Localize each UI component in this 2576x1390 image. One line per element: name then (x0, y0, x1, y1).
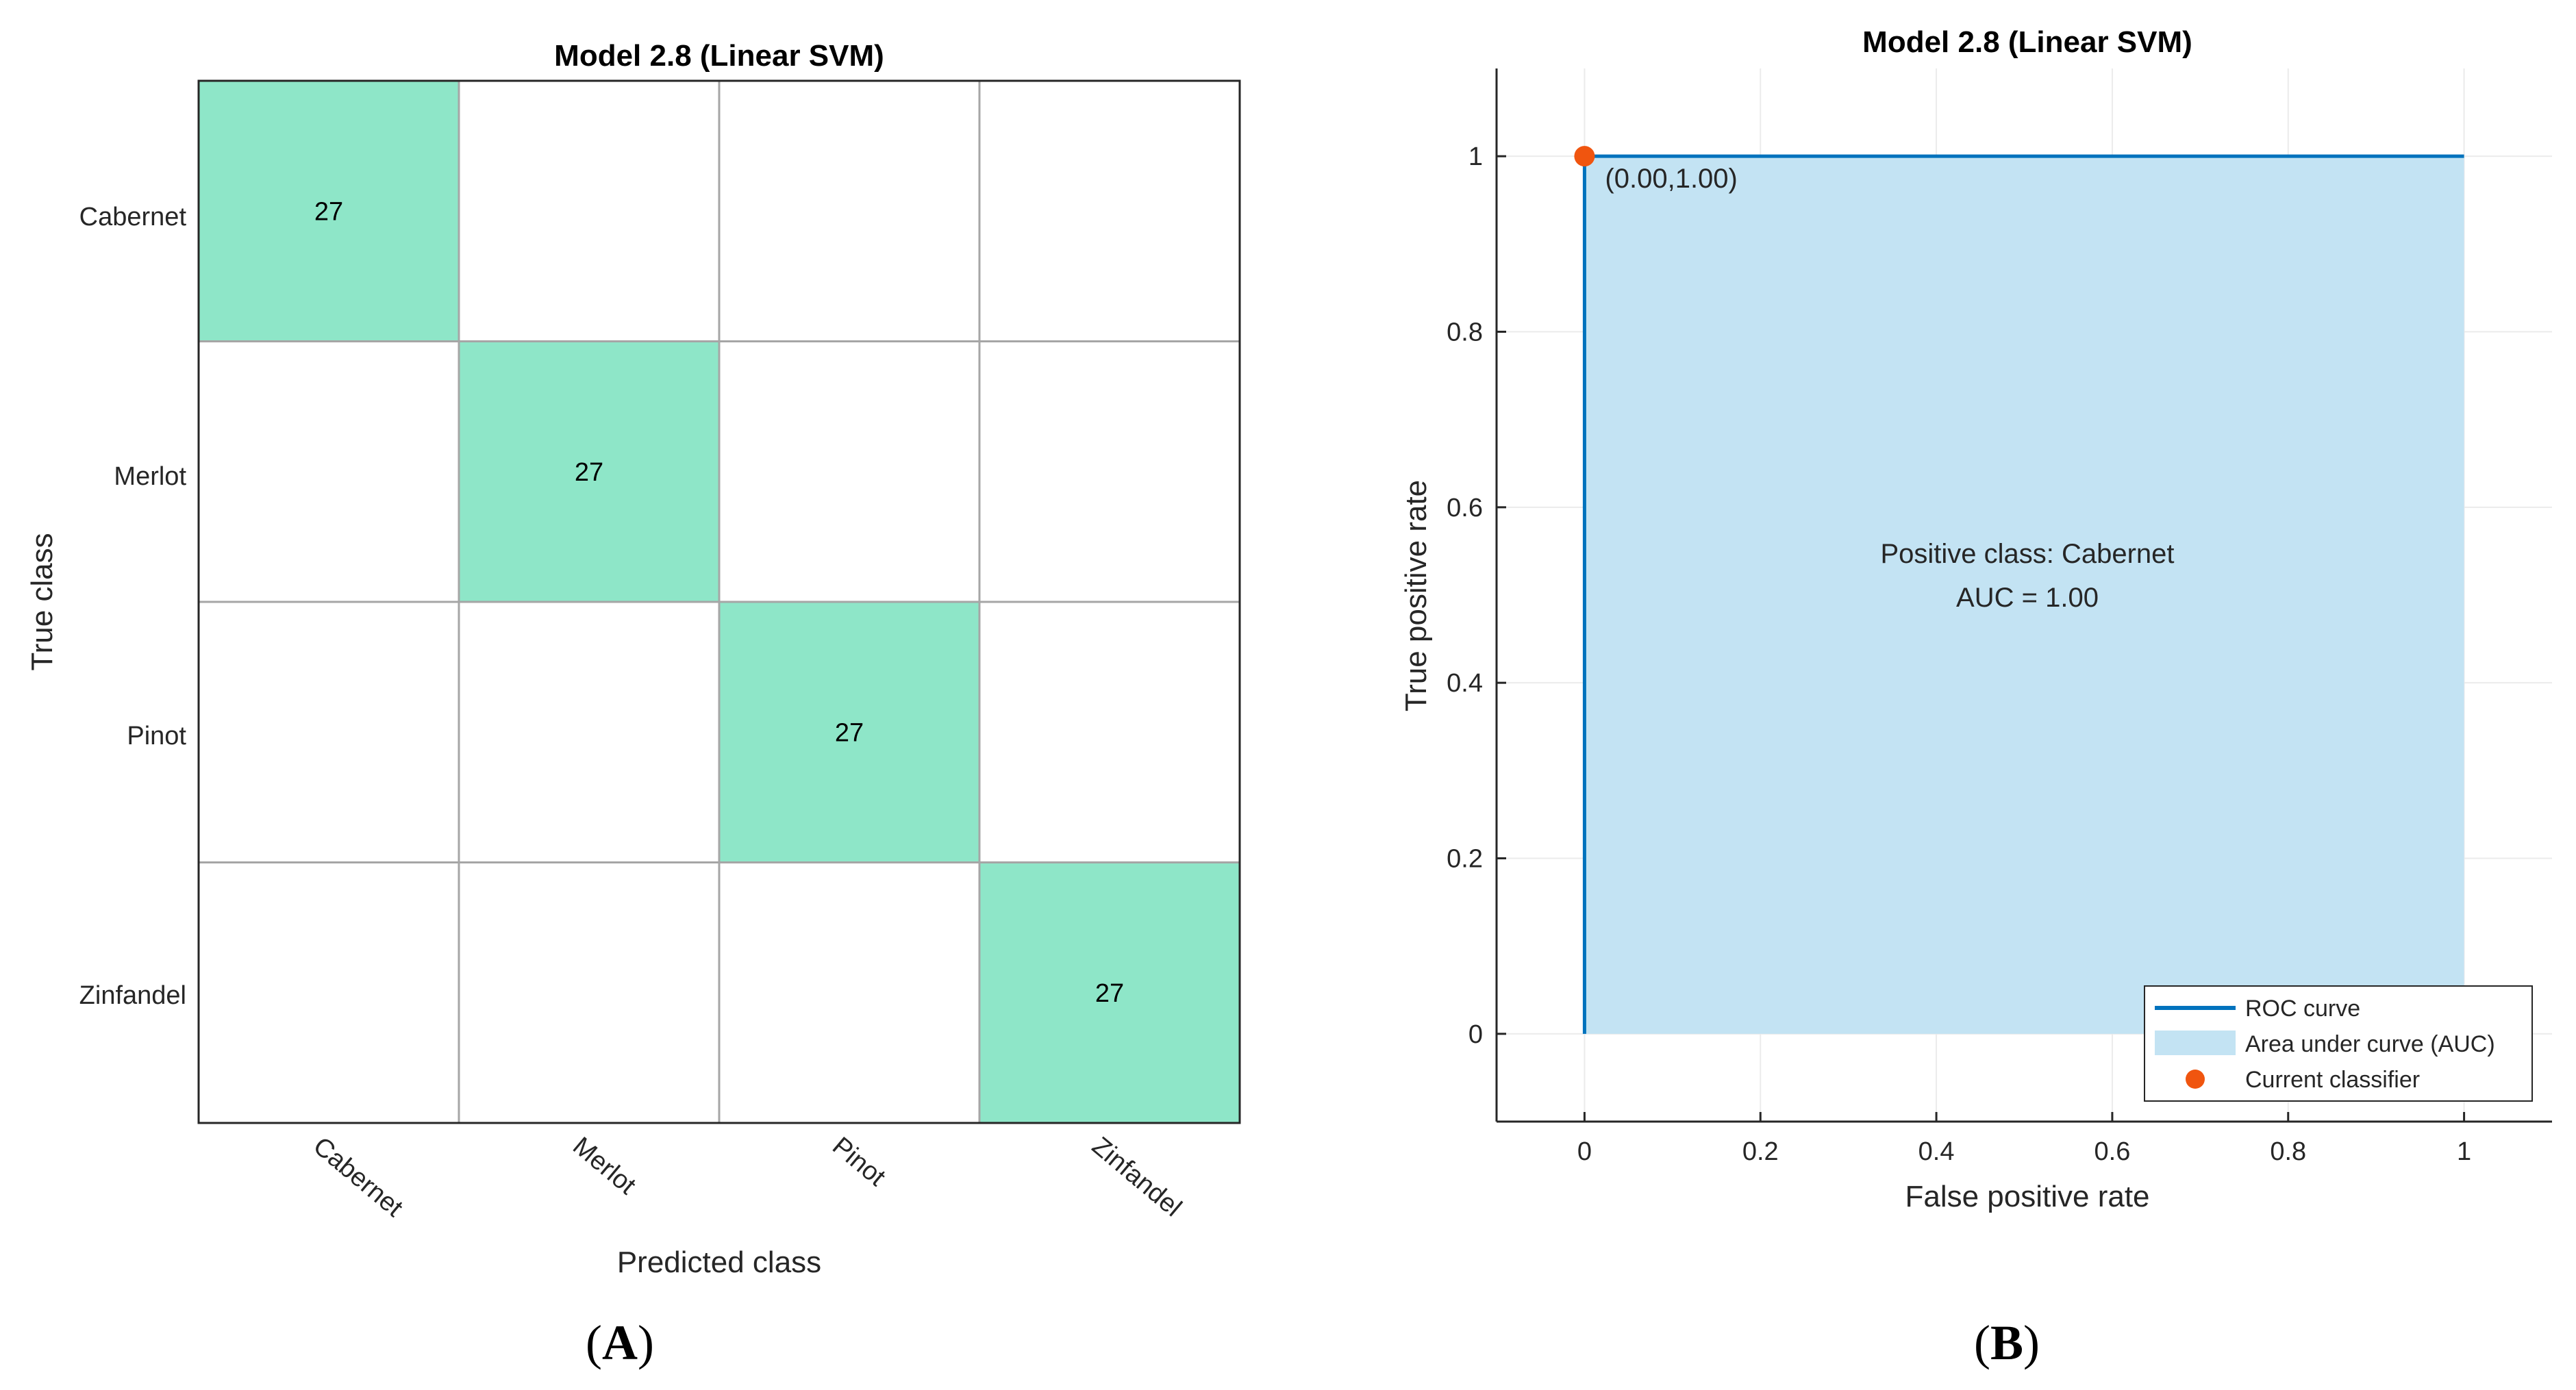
roc-axes (1495, 68, 2552, 1123)
matrix-cell (459, 81, 719, 342)
auc-annotation: AUC = 1.00 (1956, 583, 2099, 613)
y-axis-label: True class (25, 533, 59, 670)
x-tick-label: 0.8 (2270, 1137, 2306, 1166)
x-tick-label: 1 (2457, 1137, 2471, 1166)
legend-classifier-label: Current classifier (2245, 1067, 2420, 1093)
confusion-matrix-grid (199, 81, 1240, 1123)
y-tick-label: 0.6 (1447, 494, 1483, 522)
matrix-cell (459, 602, 719, 863)
matrix-cell (719, 341, 979, 602)
cell-value: 27 (575, 458, 603, 487)
legend-auc-label: Area under curve (AUC) (2245, 1031, 2495, 1057)
true-class-label: Pinot (127, 722, 186, 750)
confusion-matrix-row-labels: Cabernet Merlot Pinot Zinfandel (79, 203, 187, 1010)
confusion-matrix-panel: Model 2.8 (Linear SVM) 27 27 27 27 Cabernet… (25, 39, 1241, 1370)
y-tick-label: 0.2 (1447, 845, 1483, 874)
y-tick-labels: 0 0.2 0.4 0.6 0.8 1 (1447, 142, 1483, 1049)
current-classifier-marker (1574, 146, 1595, 167)
matrix-cell (719, 81, 979, 342)
x-tick-label: 0.4 (1918, 1137, 1955, 1166)
legend-roc-label: ROC curve (2245, 996, 2360, 1022)
matrix-cell (199, 862, 459, 1123)
confusion-matrix-frame (197, 79, 1241, 1124)
x-tick-label: 0.6 (2094, 1137, 2131, 1166)
x-axis-label: Predicted class (617, 1246, 821, 1279)
y-tick-label: 0.8 (1447, 318, 1483, 347)
y-tick-label: 0 (1468, 1020, 1483, 1049)
roc-panel: Model 2.8 (Linear SVM) (0.00,1.00) 0 0.2 0… (1399, 25, 2552, 1370)
matrix-cell (459, 341, 719, 602)
roc-legend: ROC curve Area under curve (AUC) Current… (2144, 985, 2533, 1102)
positive-class-annotation: Positive class: Cabernet (1880, 539, 2174, 569)
panel-label-b: (B) (1974, 1315, 2040, 1370)
true-class-label: Merlot (114, 462, 186, 491)
legend-auc-swatch (2155, 1031, 2236, 1055)
auc-area (1584, 156, 2464, 1034)
cell-value: 27 (1095, 979, 1124, 1008)
x-tick-labels: 0 0.2 0.4 0.6 0.8 1 (1577, 1137, 2471, 1166)
cell-value: 27 (835, 718, 864, 747)
matrix-cell (199, 341, 459, 602)
matrix-cell (979, 81, 1240, 342)
matrix-cell (199, 602, 459, 863)
matrix-cell (719, 602, 979, 863)
matrix-cell (199, 81, 459, 342)
true-class-label: Cabernet (79, 203, 187, 231)
y-tick-label: 1 (1468, 142, 1483, 171)
roc-title: Model 2.8 (Linear SVM) (1862, 25, 2192, 59)
x-axis-label: False positive rate (1905, 1180, 2149, 1213)
x-tick-label: 0.2 (1742, 1137, 1779, 1166)
confusion-matrix-title: Model 2.8 (Linear SVM) (554, 39, 884, 73)
legend-classifier-swatch (2186, 1070, 2205, 1089)
true-class-label: Zinfandel (79, 981, 186, 1010)
matrix-cell (979, 341, 1240, 602)
cell-value: 27 (314, 197, 343, 226)
x-tick-label: 0 (1577, 1137, 1592, 1166)
matrix-cell (459, 862, 719, 1123)
y-tick-label: 0.4 (1447, 669, 1483, 698)
current-classifier-label: (0.00,1.00) (1605, 164, 1737, 194)
y-axis-label: True positive rate (1399, 480, 1433, 711)
matrix-cell (979, 602, 1240, 863)
confusion-matrix-cells: 27 27 27 27 (199, 81, 1240, 1123)
panel-label-a: (A) (586, 1315, 654, 1370)
matrix-cell (979, 862, 1240, 1123)
matrix-cell (719, 862, 979, 1123)
